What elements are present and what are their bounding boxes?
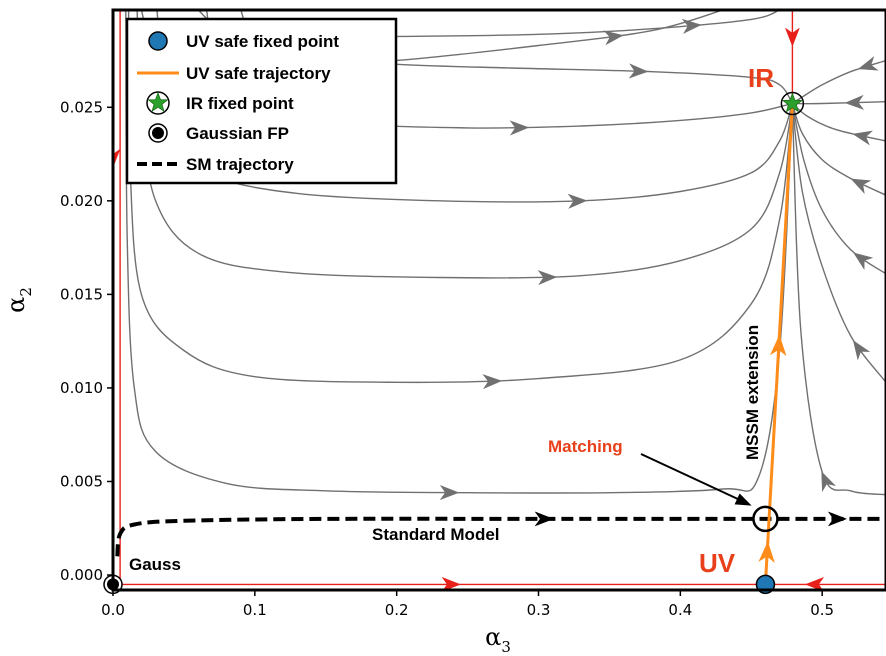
x-tick-label: 0.3 xyxy=(527,601,551,619)
flow-arrow xyxy=(853,252,874,270)
flow-arrow xyxy=(857,56,879,71)
flow-arrow xyxy=(439,485,460,501)
flow-line xyxy=(791,103,886,496)
matching-label: Matching xyxy=(548,437,623,456)
uv-trajectory-arrow xyxy=(758,541,775,563)
separatrix-arrow xyxy=(784,27,800,47)
uv-label: UV xyxy=(699,548,736,578)
standard-model-label: Standard Model xyxy=(372,525,500,544)
annotations: Gauss Standard Model Matching UV IR MSSM exte… xyxy=(129,63,774,578)
separatrix-arrow xyxy=(113,148,121,168)
y-tick-label: 0.000 xyxy=(60,566,103,584)
legend-gauss-dot xyxy=(152,127,164,139)
separatrix-lines xyxy=(113,10,886,590)
flow-arrow xyxy=(852,340,871,361)
flow-arrow xyxy=(681,18,702,34)
flow-arrow xyxy=(603,30,624,46)
x-tick-label: 0.0 xyxy=(101,601,125,619)
y-tick-label: 0.015 xyxy=(60,285,103,303)
legend-label: Gaussian FP xyxy=(186,124,289,143)
flow-arrow xyxy=(482,374,503,390)
flow-arrow xyxy=(821,471,836,492)
legend-uv-marker xyxy=(148,31,168,51)
flow-arrow xyxy=(844,94,865,110)
sm-arrow xyxy=(827,511,848,527)
legend-label: UV safe trajectory xyxy=(186,64,331,83)
legend: UV safe fixed point UV safe trajectory IR … xyxy=(125,17,398,185)
x-axis-label: α3 xyxy=(485,623,511,656)
uv-trajectory-arrow xyxy=(770,334,787,357)
flow-arrow xyxy=(628,63,649,79)
y-axis-label: α2 xyxy=(2,287,35,313)
matching-point-marker xyxy=(752,505,779,533)
flow-arrow xyxy=(852,130,873,146)
x-tick-label: 0.5 xyxy=(810,601,834,619)
x-tick-label: 0.2 xyxy=(385,601,409,619)
flow-arrow xyxy=(850,178,872,194)
legend-ir-star xyxy=(147,91,169,113)
mssm-extension-label: MSSM extension xyxy=(743,325,762,460)
legend-label: IR fixed point xyxy=(186,94,294,113)
legend-label: SM trajectory xyxy=(186,155,294,174)
ir-fixed-point-marker xyxy=(781,92,804,113)
flow-arrow xyxy=(537,270,558,286)
y-tick-label: 0.005 xyxy=(60,472,103,490)
sm-arrow xyxy=(534,511,554,527)
y-tick-label: 0.025 xyxy=(60,98,103,116)
trajectories xyxy=(115,103,886,585)
y-tick-label: 0.010 xyxy=(60,379,103,397)
x-tick-label: 0.4 xyxy=(668,601,692,619)
matching-pointer-arrowhead xyxy=(734,493,752,506)
legend-label: UV safe fixed point xyxy=(186,32,339,51)
legend-box xyxy=(125,17,398,185)
flow-arrow xyxy=(567,193,588,209)
matching-pointer-line xyxy=(640,453,741,501)
y-tick-label: 0.020 xyxy=(60,192,103,210)
x-tick-label: 0.1 xyxy=(243,601,267,619)
sm-trajectory xyxy=(115,516,886,557)
flow-line xyxy=(127,10,794,384)
plot-frame xyxy=(111,8,886,592)
ir-label: IR xyxy=(748,63,774,93)
axis-ticks: 0.0 0.1 0.2 0.3 0.4 0.5 0.000 0.005 0.010 0.015 0.… xyxy=(2,98,834,656)
flow-arrow xyxy=(509,120,530,136)
flow-line xyxy=(125,10,794,494)
gauss-label: Gauss xyxy=(129,555,181,574)
